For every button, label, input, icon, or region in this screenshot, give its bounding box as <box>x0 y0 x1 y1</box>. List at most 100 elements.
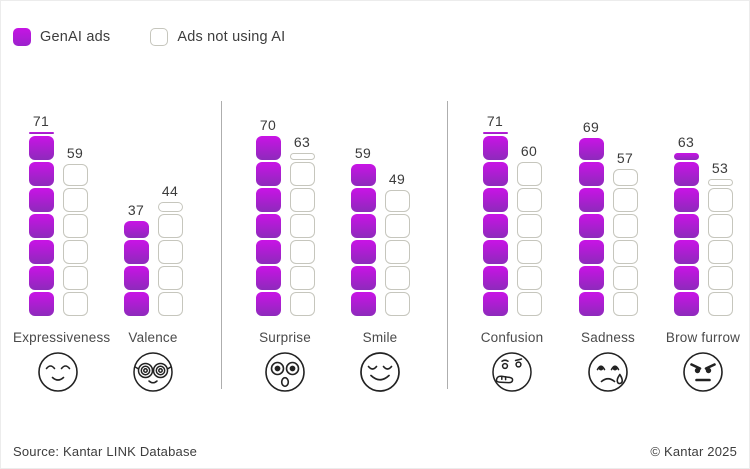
bar-pair-smile: 59 49 <box>335 101 425 316</box>
genai-block-stack <box>578 138 604 316</box>
notai-bar-column: 63 <box>289 134 315 316</box>
block <box>707 214 733 238</box>
notai-value-label: 49 <box>388 171 406 187</box>
legend: GenAI ads Ads not using AI <box>13 28 285 46</box>
genai-block-stack <box>350 164 376 316</box>
block <box>28 214 54 238</box>
block <box>255 162 281 186</box>
partial-block <box>289 153 315 160</box>
bar-pair-brow-furrow: 63 53 <box>658 101 748 316</box>
block <box>673 292 699 316</box>
bar-pair-expressiveness: 71 59 <box>13 101 103 316</box>
block <box>578 188 604 212</box>
genai-block-stack <box>673 153 699 316</box>
metric-label: Brow furrow <box>665 330 741 345</box>
block <box>516 292 542 316</box>
block <box>612 240 638 264</box>
block <box>707 266 733 290</box>
block <box>673 162 699 186</box>
block <box>28 292 54 316</box>
block <box>28 136 54 160</box>
metric-label: Sadness <box>581 330 635 345</box>
block <box>612 292 638 316</box>
notai-bar-column: 60 <box>516 143 542 316</box>
notai-bar-column: 59 <box>62 145 88 316</box>
block <box>350 214 376 238</box>
block <box>157 214 183 238</box>
notai-block-stack <box>289 153 315 316</box>
block <box>384 214 410 238</box>
block <box>289 292 315 316</box>
metric-surprise: 70 63 Surprise <box>240 101 330 394</box>
partial-block <box>123 221 149 238</box>
notai-bar-column: 53 <box>707 160 733 316</box>
genai-bar-column: 59 <box>350 145 376 316</box>
not-ai-swatch-icon <box>150 28 169 46</box>
notai-value-label: 57 <box>616 150 634 166</box>
legend-not-ai-label: Ads not using AI <box>177 29 286 45</box>
block <box>612 188 638 212</box>
metric-label: Valence <box>128 330 178 345</box>
block <box>482 240 508 264</box>
genai-value-label: 59 <box>354 145 372 161</box>
notai-block-stack <box>384 190 410 316</box>
bar-pair-surprise: 70 63 <box>240 101 330 316</box>
notai-bar-column: 57 <box>612 150 638 316</box>
block <box>612 266 638 290</box>
block <box>255 266 281 290</box>
genai-block-stack <box>123 221 149 316</box>
block <box>62 188 88 212</box>
block <box>578 214 604 238</box>
block <box>255 292 281 316</box>
source-note: Source: Kantar LINK Database <box>13 444 198 459</box>
block <box>157 240 183 264</box>
block <box>482 162 508 186</box>
notai-block-stack <box>516 162 542 316</box>
genai-block-stack <box>482 132 508 316</box>
sad-tear-face-icon <box>563 350 653 394</box>
metric-label: Confusion <box>480 330 544 345</box>
genai-value-label: 37 <box>127 202 145 218</box>
block <box>482 266 508 290</box>
partial-block <box>673 153 699 160</box>
block <box>384 240 410 264</box>
block <box>62 214 88 238</box>
block <box>673 240 699 264</box>
block <box>28 266 54 290</box>
block <box>516 162 542 186</box>
metric-smile: 59 49 Smile <box>335 101 425 394</box>
genai-bar-column: 37 <box>123 202 149 316</box>
partial-block <box>707 179 733 186</box>
partial-block <box>62 164 88 186</box>
block <box>482 292 508 316</box>
genai-bar-column: 71 <box>28 113 54 316</box>
panel-divider-2 <box>447 101 448 389</box>
smiling-face-icon <box>335 350 425 394</box>
block <box>255 136 281 160</box>
genai-bar-column: 63 <box>673 134 699 316</box>
metric-sadness: 69 57 Sadness <box>563 101 653 394</box>
genai-block-stack <box>255 136 281 316</box>
block <box>157 292 183 316</box>
angry-face-icon <box>658 350 748 394</box>
partial-block <box>612 169 638 186</box>
notai-value-label: 53 <box>711 160 729 176</box>
genai-swatch-icon <box>13 28 31 46</box>
copyright-note: © Kantar 2025 <box>650 444 737 459</box>
block <box>157 266 183 290</box>
block <box>350 266 376 290</box>
genai-bar-column: 70 <box>255 117 281 316</box>
notai-value-label: 44 <box>161 183 179 199</box>
astonished-face-icon <box>240 350 330 394</box>
block <box>707 188 733 212</box>
notai-value-label: 59 <box>66 145 84 161</box>
block <box>62 266 88 290</box>
bar-pair-confusion: 71 60 <box>467 101 557 316</box>
block <box>707 292 733 316</box>
legend-genai-label: GenAI ads <box>40 29 111 45</box>
block <box>384 266 410 290</box>
partial-block <box>157 202 183 212</box>
spiral-glasses-face-icon <box>108 350 198 394</box>
relaxed-smile-face-icon <box>13 350 103 394</box>
partial-block <box>482 132 508 134</box>
